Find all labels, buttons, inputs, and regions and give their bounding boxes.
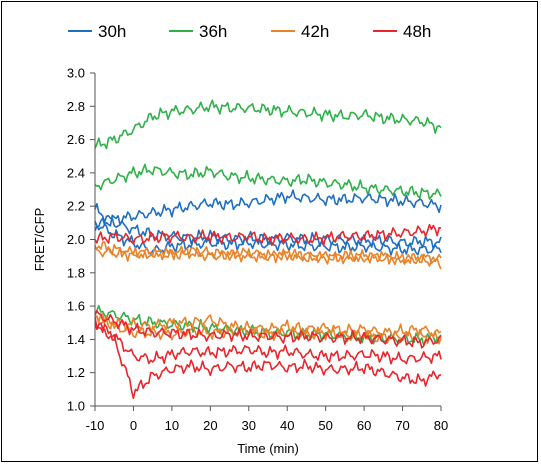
- series-line-36h: [94, 99, 442, 150]
- y-ticks: 1.0 1.2 1.4 1.6 1.8 2.0 2.2 2.4 2.6 2.8 3.0: [67, 66, 95, 414]
- y-tick-label: 1.2: [67, 365, 85, 380]
- x-tick-label: 60: [357, 418, 371, 433]
- y-tick-label: 1.6: [67, 299, 85, 314]
- x-tick-label: -10: [86, 418, 105, 433]
- x-tick-label: 70: [395, 418, 409, 433]
- x-tick-label: 10: [165, 418, 179, 433]
- y-tick-label: 2.6: [67, 132, 85, 147]
- legend-label: 48h: [403, 22, 431, 41]
- x-tick-label: 0: [130, 418, 137, 433]
- series-layer: [94, 99, 442, 400]
- y-tick-label: 2.4: [67, 165, 85, 180]
- legend-label: 30h: [98, 22, 126, 41]
- y-tick-label: 1.0: [67, 399, 85, 414]
- x-axis-label: Time (min): [237, 441, 299, 456]
- legend-label: 42h: [301, 22, 329, 41]
- series-line-48h: [94, 317, 442, 365]
- y-tick-label: 1.4: [67, 332, 85, 347]
- series-line-30h: [94, 203, 442, 250]
- series-line-36h: [94, 163, 442, 200]
- series-line-30h: [94, 220, 442, 256]
- x-ticks: -10 0 10 20 30 40 50 60 70 80: [86, 406, 448, 433]
- y-tick-label: 1.8: [67, 265, 85, 280]
- series-line-48h: [94, 322, 442, 400]
- series-line-30h: [94, 189, 442, 232]
- y-tick-label: 3.0: [67, 66, 85, 81]
- x-tick-label: 50: [318, 418, 332, 433]
- y-axis-label: FRET/CFP: [32, 208, 47, 272]
- legend-label: 36h: [199, 22, 227, 41]
- y-tick-label: 2.8: [67, 99, 85, 114]
- x-tick-label: 20: [203, 418, 217, 433]
- x-tick-label: 40: [280, 418, 294, 433]
- series-line-48h: [94, 223, 442, 247]
- series-line-42h: [94, 245, 442, 266]
- x-tick-label: 80: [434, 418, 448, 433]
- series-line-42h: [94, 312, 442, 345]
- legend: 30h 36h 42h 48h: [68, 22, 431, 41]
- y-tick-label: 2.2: [67, 199, 85, 214]
- series-line-48h: [94, 310, 442, 349]
- x-tick-label: 30: [242, 418, 256, 433]
- y-tick-label: 2.0: [67, 232, 85, 247]
- series-line-42h: [94, 241, 442, 270]
